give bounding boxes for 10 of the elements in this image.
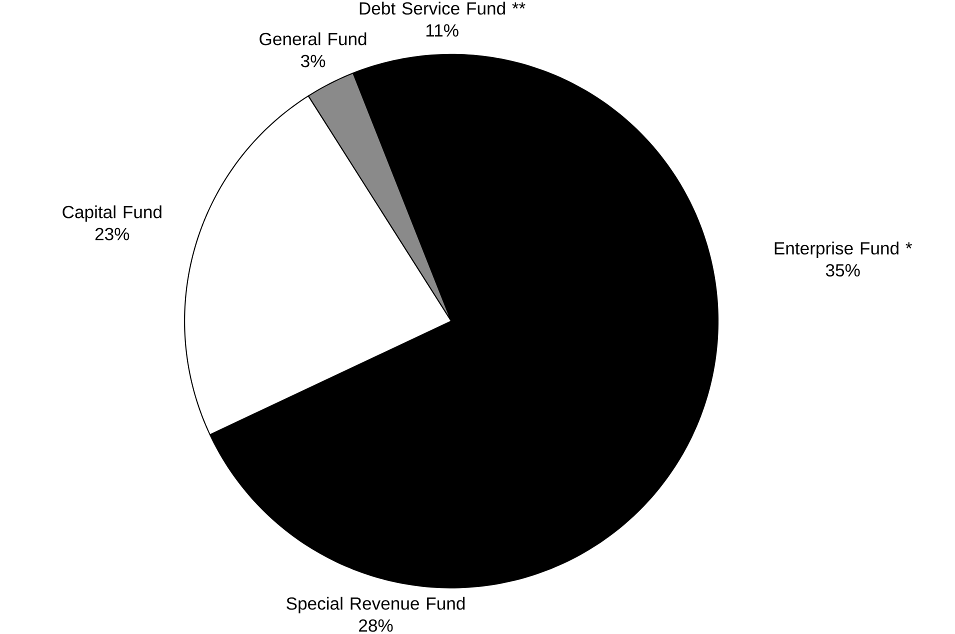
data-label: 28% [359, 620, 393, 632]
slice-label: Special Revenue Fund [286, 597, 465, 614]
data-label: 35% [826, 264, 860, 277]
data-label: 23% [95, 228, 130, 241]
data-label: 3% [301, 55, 326, 68]
slice-label: Debt Service Fund ** [360, 2, 526, 15]
slice-label: Capital Fund [62, 206, 162, 222]
slice-label: General Fund [260, 32, 366, 46]
data-label: 11% [426, 24, 458, 37]
slice-label: Enterprise Fund * [774, 242, 912, 258]
